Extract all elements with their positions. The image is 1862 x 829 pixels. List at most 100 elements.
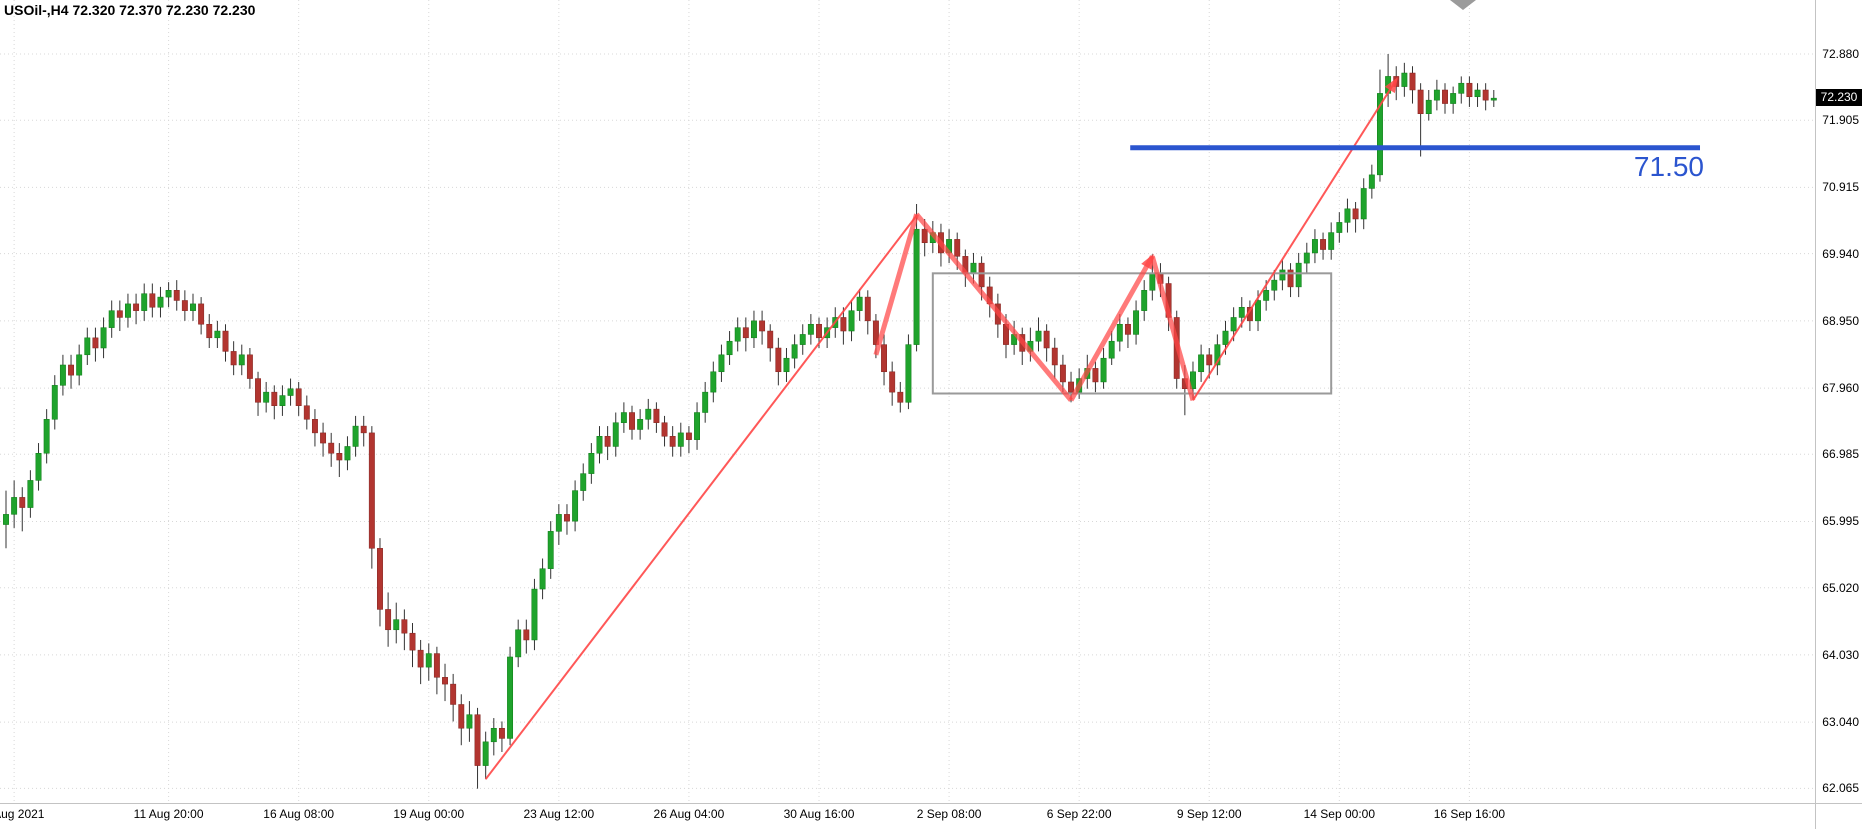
candle-bullish xyxy=(141,293,148,311)
candle-bearish xyxy=(409,632,416,651)
candle-bullish xyxy=(1336,222,1343,233)
candle-bearish xyxy=(133,303,140,311)
candle-bullish xyxy=(1303,252,1310,264)
candle-bullish xyxy=(905,344,912,403)
candle-bullish xyxy=(1328,232,1335,250)
candle-bullish xyxy=(596,436,603,454)
candle-bearish xyxy=(206,323,213,339)
time-axis-label: 14 Sep 00:00 xyxy=(1303,807,1376,821)
candle-bullish xyxy=(507,656,514,739)
candle-bullish xyxy=(1295,262,1302,288)
candle-bearish xyxy=(629,412,635,430)
candle-bullish xyxy=(718,354,725,373)
time-axis[interactable]: 9 Aug 2021 11 Aug 20:00 16 Aug 08:00 19 Aug… xyxy=(0,806,1862,829)
candle-bullish xyxy=(482,741,489,766)
candle-bullish xyxy=(751,320,757,339)
candle-bullish xyxy=(51,385,58,420)
trend-line[interactable] xyxy=(1068,253,1155,402)
candle-bearish xyxy=(474,714,481,766)
time-axis-label: 26 Aug 04:00 xyxy=(653,807,725,821)
candle-bullish xyxy=(1214,344,1221,366)
price-axis-label: 67.960 xyxy=(1822,381,1859,396)
time-axis-label: 30 Aug 16:00 xyxy=(783,807,855,821)
candle-bullish xyxy=(59,364,66,386)
price-axis-label: 70.915 xyxy=(1822,180,1859,195)
candle-bullish xyxy=(490,727,497,743)
candle-bearish xyxy=(1409,72,1416,91)
trend-line[interactable] xyxy=(873,213,919,356)
candle-bearish xyxy=(897,391,904,403)
candle-bearish xyxy=(1466,82,1473,98)
candle-bullish xyxy=(76,354,83,376)
candle-bearish xyxy=(1482,89,1489,101)
trend-line[interactable] xyxy=(1149,255,1196,401)
candle-bearish xyxy=(685,432,692,440)
candle-bullish xyxy=(515,629,522,658)
candle-bearish xyxy=(816,323,822,339)
candle-bullish xyxy=(555,514,562,532)
candle-bullish xyxy=(125,303,131,318)
candle-bullish xyxy=(1238,307,1245,318)
candle-bullish xyxy=(1100,357,1107,383)
candle-bearish xyxy=(181,300,188,311)
candle-bullish xyxy=(1450,93,1457,104)
candle-bearish xyxy=(759,320,766,332)
trend-line[interactable] xyxy=(484,214,918,780)
candle-bearish xyxy=(498,727,505,739)
candle-bearish xyxy=(458,704,465,729)
price-axis-label: 66.985 xyxy=(1822,447,1859,462)
candle-bullish xyxy=(572,490,579,522)
candle-bullish xyxy=(1490,97,1497,101)
candle-bearish xyxy=(295,388,302,406)
candle-bullish xyxy=(1141,290,1148,311)
candle-bullish xyxy=(43,419,50,454)
candle-bearish xyxy=(1051,347,1058,366)
candle-bearish xyxy=(230,351,237,366)
candle-bearish xyxy=(149,293,156,308)
candle-bullish xyxy=(84,337,91,356)
candle-bearish xyxy=(360,425,367,434)
candle-bullish xyxy=(393,619,400,631)
candle-bullish xyxy=(1401,72,1408,87)
candle-bullish xyxy=(539,568,546,590)
candle-bearish xyxy=(604,436,611,447)
candle-bullish xyxy=(531,588,538,641)
support-level-label: 71.50 xyxy=(1633,151,1704,182)
trend-line[interactable] xyxy=(914,212,1073,402)
candle-bullish xyxy=(637,419,644,430)
price-axis-label: 65.995 xyxy=(1822,514,1859,529)
candle-bullish xyxy=(1279,269,1286,281)
candle-bearish xyxy=(881,344,887,373)
candle-bearish xyxy=(271,391,278,406)
candle-bearish xyxy=(198,303,205,325)
candle-bearish xyxy=(311,419,318,434)
candle-bearish xyxy=(255,378,261,403)
consolidation-box[interactable] xyxy=(931,272,1333,395)
candle-bullish xyxy=(734,327,741,342)
candle-bearish xyxy=(767,330,774,349)
candle-bullish xyxy=(791,344,798,359)
time-axis-label: 9 Aug 2021 xyxy=(0,807,45,821)
price-axis[interactable]: 72.880 71.905 70.915 69.940 68.950 67.960 66.9… xyxy=(1816,0,1862,803)
candle-bearish xyxy=(368,432,375,549)
candle-bullish xyxy=(1377,93,1383,176)
candle-bearish xyxy=(564,514,570,522)
candle-bullish xyxy=(3,514,9,525)
candle-bullish xyxy=(645,408,652,420)
candle-bullish xyxy=(1108,340,1115,359)
candle-bullish xyxy=(263,391,270,403)
price-axis-label: 63.040 xyxy=(1822,715,1859,730)
candle-bearish xyxy=(68,364,74,376)
candle-bearish xyxy=(1287,269,1294,288)
candle-bearish xyxy=(385,609,392,631)
trend-line[interactable] xyxy=(1192,77,1398,401)
candle-bullish xyxy=(856,296,863,311)
candle-bullish xyxy=(588,453,595,474)
candle-bearish xyxy=(1059,364,1066,383)
candle-bearish xyxy=(775,347,782,373)
candle-bullish xyxy=(1149,273,1156,291)
candle-bullish xyxy=(1198,354,1205,373)
candle-bearish xyxy=(1417,89,1424,115)
